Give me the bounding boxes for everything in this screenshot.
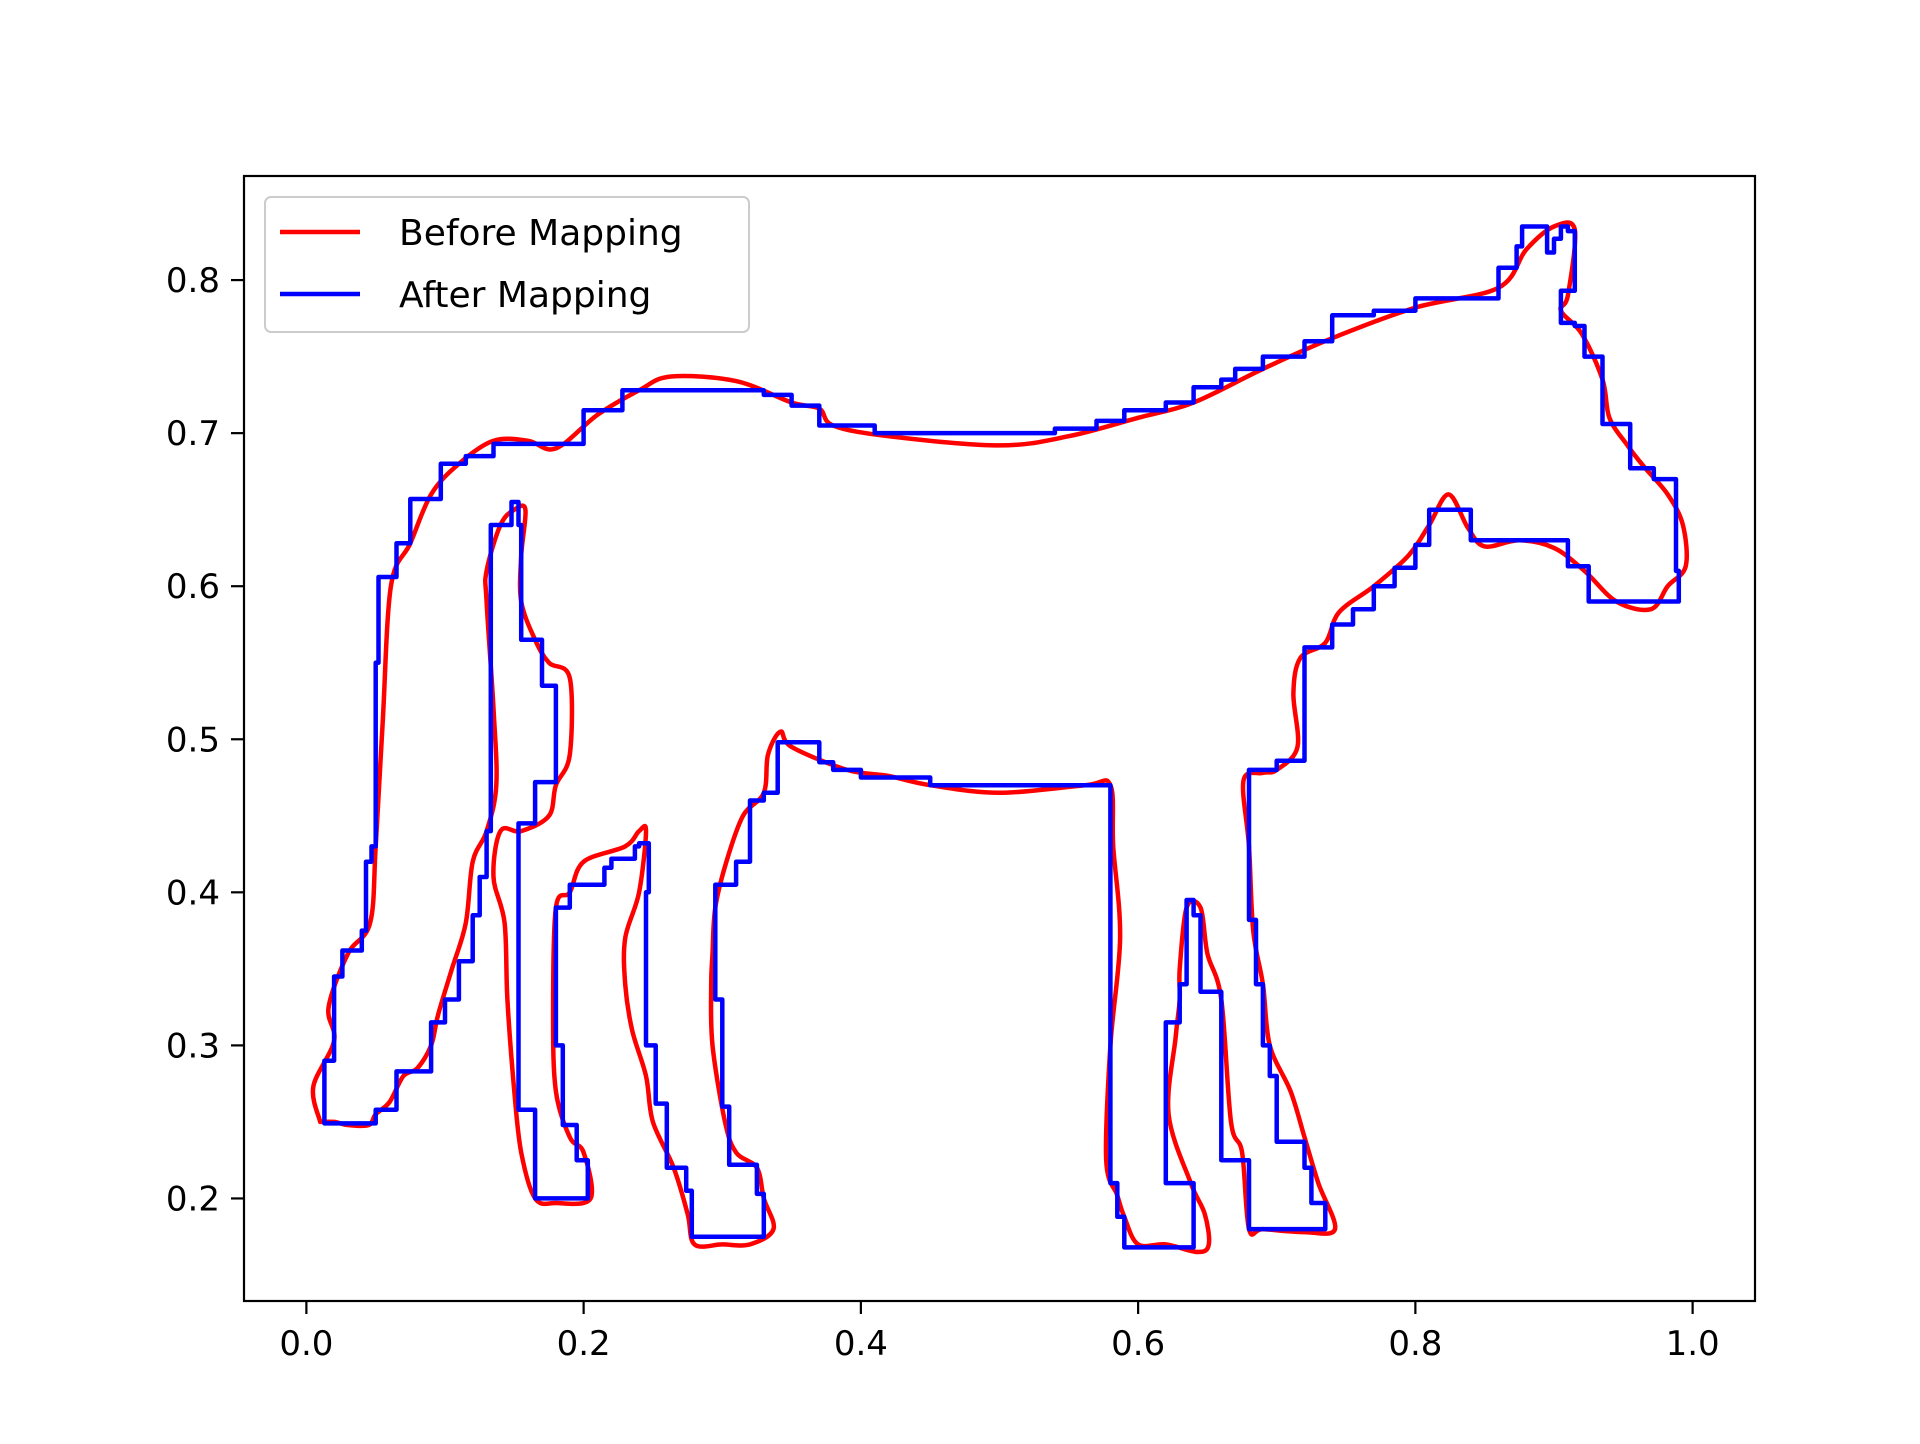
y-tick-label: 0.3 [166,1026,220,1066]
x-tick-label: 0.0 [279,1324,333,1364]
x-tick-label: 0.6 [1111,1324,1165,1364]
legend-label: Before Mapping [399,213,683,254]
x-tick-label: 1.0 [1666,1324,1720,1364]
x-tick-label: 0.4 [834,1324,888,1364]
series-line-before-mapping [310,220,1689,1255]
series-group [310,220,1689,1255]
y-tick-label: 0.4 [166,873,220,913]
axes-layer: 0.0 0.2 0.4 0.6 0.8 1.0 0.2 0.3 0.4 0.5 0.6 0.7 0.8 [166,174,1757,1364]
legend-layer: Before Mapping After Mapping [264,196,750,333]
y-tick-label: 0.2 [166,1179,220,1219]
y-tick-label: 0.8 [166,261,220,301]
y-tick-label: 0.5 [166,720,220,760]
y-tick-label: 0.7 [166,414,220,454]
legend-label: After Mapping [399,275,651,316]
plot-layer [310,220,1689,1255]
series-line-after-mapping [322,224,1682,1250]
plot-frame [242,174,1757,1303]
x-tick-label: 0.8 [1388,1324,1442,1364]
legend-box [264,196,750,333]
y-tick-label: 0.6 [166,567,220,607]
x-tick-label: 0.2 [557,1324,611,1364]
